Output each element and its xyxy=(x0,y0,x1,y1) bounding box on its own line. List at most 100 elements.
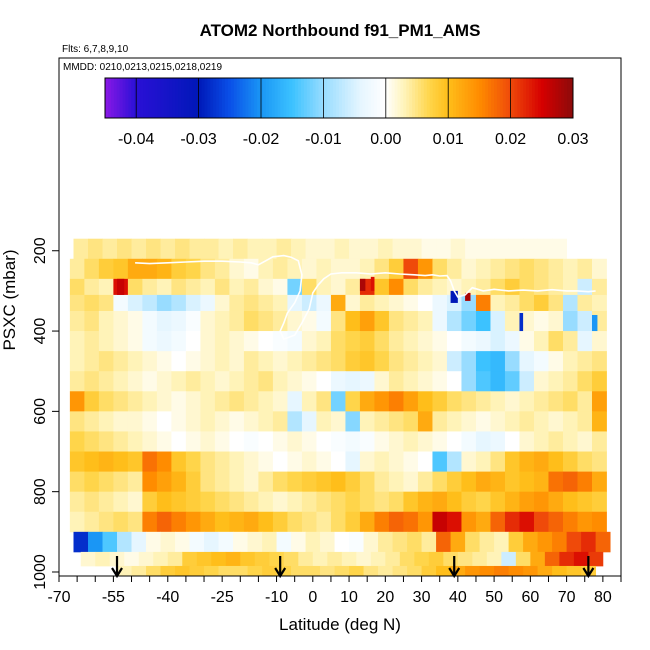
heatmap-cell xyxy=(465,531,480,553)
heatmap-cell xyxy=(388,411,404,432)
y-tick-label: 600 xyxy=(32,398,49,425)
heatmap-cell xyxy=(69,431,85,452)
colorbar-segment xyxy=(561,78,565,118)
heatmap-cell xyxy=(392,238,408,260)
heatmap-cell xyxy=(214,258,230,280)
heatmap-cell xyxy=(189,565,205,576)
heatmap-cell xyxy=(84,351,100,372)
heatmap-cell xyxy=(403,511,419,533)
heatmap-cell xyxy=(345,391,361,412)
heatmap-cell xyxy=(214,431,230,452)
heatmap-cell xyxy=(591,351,607,372)
heatmap-cell xyxy=(417,391,433,412)
heatmap-cell xyxy=(562,258,578,280)
heatmap-cell xyxy=(80,551,96,567)
heatmap-cell xyxy=(305,565,321,576)
heatmap-cell xyxy=(142,471,158,493)
heatmap-cell xyxy=(519,451,535,472)
heatmap-cell xyxy=(287,278,303,296)
heatmap-cell xyxy=(446,391,462,412)
heatmap-cell xyxy=(229,310,245,332)
heatmap-cell xyxy=(171,391,187,412)
heatmap-cell xyxy=(218,238,234,260)
colorbar-segment xyxy=(388,78,393,118)
heatmap-cell xyxy=(305,531,321,553)
x-tick-label: -55 xyxy=(102,589,125,606)
colorbar-segment xyxy=(181,78,185,118)
heatmap-cell xyxy=(432,471,448,493)
heatmap-cell xyxy=(69,331,85,352)
heatmap-cell xyxy=(301,411,317,432)
heatmap-cell xyxy=(291,238,306,260)
heatmap-cell xyxy=(84,331,100,352)
heatmap-cell xyxy=(533,371,549,392)
colorbar-segment xyxy=(394,78,398,118)
heatmap-cell xyxy=(432,431,448,452)
colorbar-segment xyxy=(391,78,396,118)
colorbar-segment xyxy=(186,78,191,118)
heatmap-cell xyxy=(334,238,350,260)
heatmap-cell xyxy=(229,371,245,392)
heatmap-cell xyxy=(113,294,129,312)
heatmap-cell xyxy=(388,258,404,280)
heatmap-cell xyxy=(258,371,274,392)
y-axis-label: PSXC (mbar) xyxy=(0,249,19,350)
colorbar-segment xyxy=(265,78,270,118)
heatmap-cell xyxy=(229,331,245,352)
colorbar-segment xyxy=(552,78,556,118)
colorbar-segment xyxy=(429,78,434,118)
heatmap-cell xyxy=(185,451,201,472)
colorbar-segment xyxy=(350,78,355,118)
heatmap-cell xyxy=(374,471,390,493)
colorbar-tick-label: -0.03 xyxy=(180,131,217,148)
heatmap-cell xyxy=(200,391,216,412)
heatmap-cell xyxy=(591,391,607,412)
heatmap-cell xyxy=(185,431,201,452)
colorbar-segment xyxy=(546,78,551,118)
heatmap-cell xyxy=(258,431,274,452)
heatmap-cell xyxy=(504,511,520,533)
heatmap-cell xyxy=(127,451,143,472)
heatmap-cell xyxy=(577,451,593,472)
heatmap-cell xyxy=(153,551,169,567)
colorbar-segment xyxy=(514,78,518,118)
heatmap-cell xyxy=(131,531,147,553)
heatmap-cell xyxy=(316,451,332,472)
colorbar-segment xyxy=(224,78,229,118)
heatmap-cell xyxy=(287,471,303,493)
heatmap-cell xyxy=(490,411,506,432)
heatmap-cell xyxy=(138,551,154,567)
heatmap-cell xyxy=(359,451,375,472)
y-tick-label: 1000 xyxy=(32,554,49,590)
heatmap-cell xyxy=(508,565,524,576)
heatmap-cell xyxy=(465,565,480,576)
heatmap-cell xyxy=(537,238,553,260)
heatmap-cell xyxy=(301,294,317,312)
heatmap-cell xyxy=(417,511,433,533)
heatmap-cell xyxy=(508,531,524,553)
heatmap-cell xyxy=(142,511,158,533)
heatmap-cell xyxy=(243,471,259,493)
heatmap-cell xyxy=(403,278,419,296)
heatmap-cell xyxy=(552,531,568,553)
colorbar-segment xyxy=(277,78,281,118)
heatmap-cell xyxy=(359,491,375,513)
y-tick-label: 400 xyxy=(32,318,49,345)
heatmap-cell xyxy=(88,238,103,260)
heatmap-cell xyxy=(247,238,263,260)
heatmap-cell xyxy=(320,565,335,576)
heatmap-cell xyxy=(301,371,317,392)
heatmap-cell xyxy=(229,491,245,513)
heatmap-cell xyxy=(363,565,379,576)
heatmap-cell xyxy=(113,491,129,513)
heatmap-cell xyxy=(102,531,118,553)
heatmap-cell xyxy=(258,294,274,312)
heatmap-cell xyxy=(436,238,451,260)
heatmap-cell xyxy=(519,511,535,533)
heatmap-cell xyxy=(417,310,433,332)
heatmap-cell xyxy=(243,310,259,332)
heatmap-cell xyxy=(98,310,114,332)
heatmap-cell xyxy=(359,310,375,332)
colorbar-segment xyxy=(382,78,387,118)
heatmap-cell xyxy=(475,278,491,296)
